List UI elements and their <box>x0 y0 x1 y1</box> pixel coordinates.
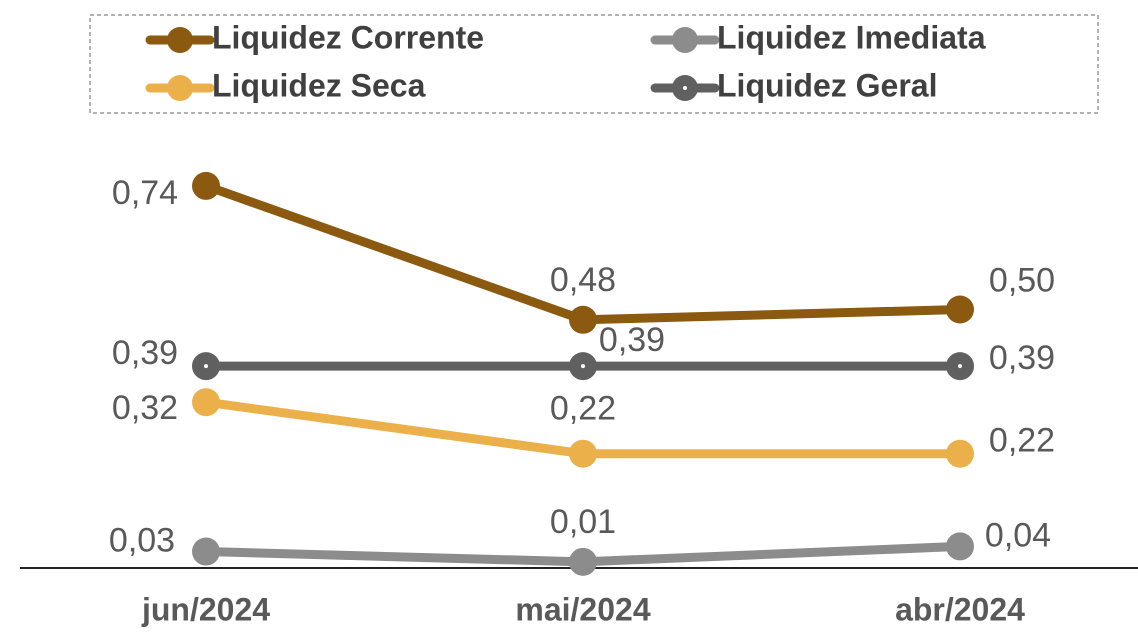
data-point <box>569 439 597 468</box>
data-point <box>946 295 974 324</box>
legend-label: Liquidez Corrente <box>212 19 484 55</box>
data-label: 0,22 <box>550 390 616 428</box>
legend-label: Liquidez Geral <box>717 67 937 103</box>
data-point-dot <box>204 364 208 369</box>
data-point <box>569 547 597 576</box>
data-label: 0,04 <box>985 516 1051 554</box>
data-point-dot <box>958 364 962 369</box>
legend-label: Liquidez Imediata <box>717 19 986 55</box>
data-label: 0,32 <box>112 389 178 427</box>
legend-label: Liquidez Seca <box>212 67 426 103</box>
legend-marker-dot <box>683 86 687 90</box>
data-point <box>946 532 974 561</box>
x-tick-label: mai/2024 <box>515 591 650 627</box>
legend-box <box>89 14 1099 114</box>
data-label: 0,74 <box>112 174 178 212</box>
data-label: 0,03 <box>109 522 175 560</box>
data-label: 0,01 <box>550 503 616 541</box>
data-point-dot <box>581 364 585 369</box>
x-tick-label: abr/2024 <box>895 591 1025 627</box>
data-label: 0,39 <box>989 339 1055 377</box>
data-label: 0,50 <box>989 261 1055 299</box>
legend-marker <box>672 27 698 53</box>
data-point <box>192 171 220 200</box>
data-point <box>946 439 974 468</box>
data-point <box>192 388 220 417</box>
x-tick-label: jun/2024 <box>141 591 270 627</box>
data-label: 0,39 <box>599 321 665 359</box>
data-label: 0,48 <box>550 261 616 299</box>
data-point <box>569 305 597 334</box>
data-point <box>192 537 220 566</box>
legend-marker <box>167 75 193 101</box>
series-line <box>204 181 961 325</box>
legend-marker <box>167 27 193 53</box>
data-label: 0,39 <box>112 334 178 372</box>
data-label: 0,22 <box>989 422 1055 460</box>
